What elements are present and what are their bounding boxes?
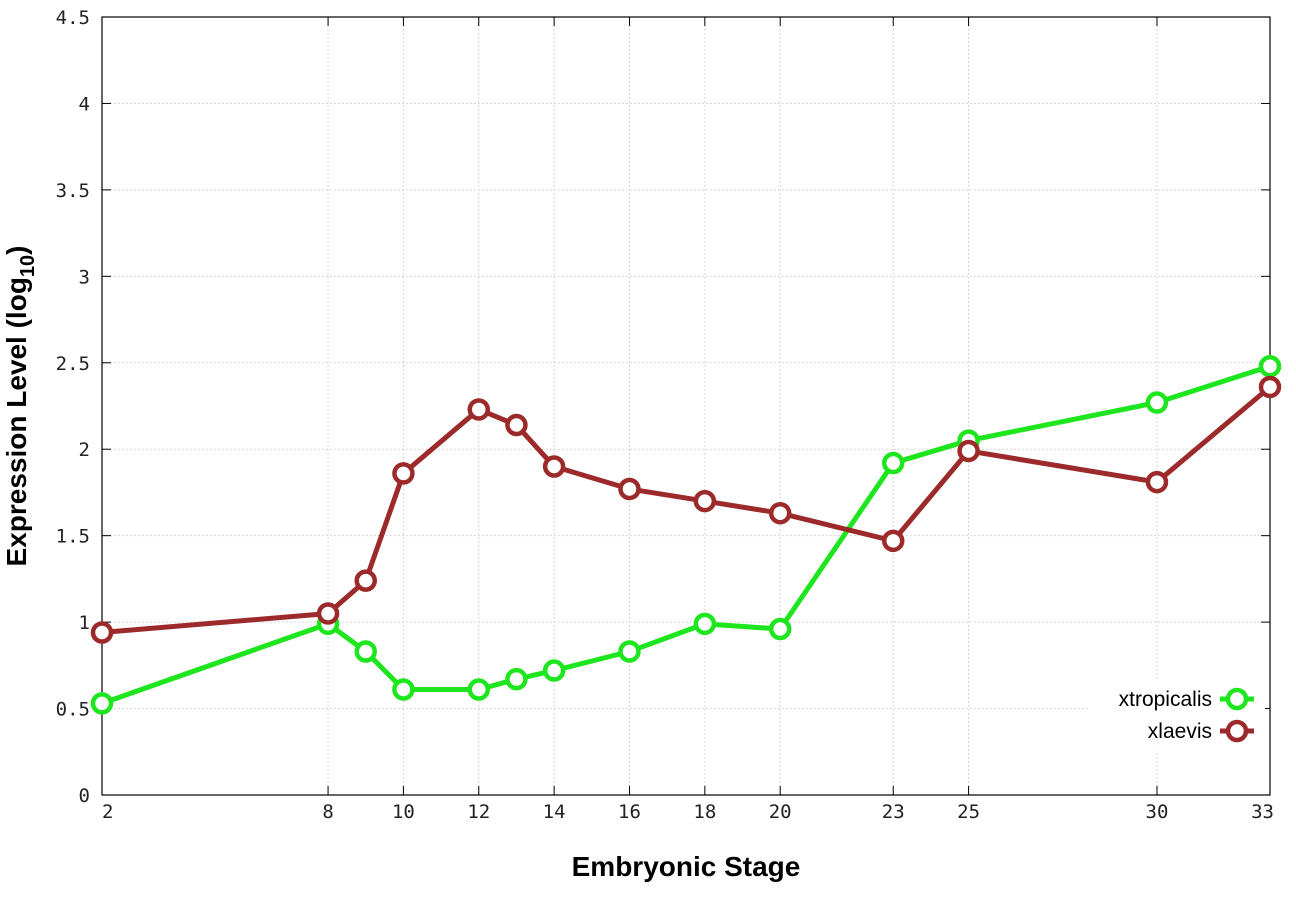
- y-tick-label: 1.5: [56, 526, 90, 548]
- y-tick-label: 0.5: [56, 699, 90, 721]
- data-point-xlaevis: [354, 569, 377, 592]
- data-point-xlaevis: [90, 621, 114, 644]
- series-lines: [90, 354, 1282, 715]
- y-tick-label: 0: [79, 785, 90, 807]
- data-point-xlaevis: [881, 529, 905, 553]
- data-point-xtropicalis: [90, 692, 114, 715]
- data-point-xtropicalis: [354, 640, 377, 663]
- grid: [102, 17, 1270, 795]
- data-point-xlaevis: [768, 501, 792, 525]
- data-point-xlaevis: [957, 439, 980, 463]
- data-point-xtropicalis: [881, 451, 905, 475]
- y-tick-label: 3: [79, 266, 90, 288]
- series-line-xtropicalis: [101, 363, 1271, 706]
- x-tick-label: 16: [618, 801, 641, 823]
- y-tick-label: 2: [79, 439, 90, 461]
- legend-swatch-marker: [1225, 687, 1249, 711]
- series-xlaevis: [90, 375, 1282, 644]
- y-tick-label: 1: [79, 612, 90, 634]
- data-point-xtropicalis: [618, 640, 641, 663]
- y-tick-label: 4.5: [56, 7, 90, 29]
- y-axis-title: Expression Level (log10): [1, 246, 39, 567]
- x-tick-label: 14: [543, 801, 566, 823]
- series-line-xlaevis: [101, 385, 1272, 635]
- x-tick-label: 2: [102, 801, 113, 823]
- y-tick-label: 2.5: [56, 353, 90, 375]
- axis-ticks: 2 8 10 12 14 16 18 20 23 25 30 33 0 0.5 1 1.5 2 2.5 3 3.5 4 4…: [56, 7, 1274, 823]
- x-tick-label: 10: [392, 801, 415, 823]
- data-point-xtropicalis: [505, 667, 528, 691]
- data-point-xlaevis: [392, 462, 415, 485]
- data-point-xlaevis: [467, 398, 491, 421]
- x-tick-label: 23: [882, 801, 905, 823]
- y-axis-title-main: Expression Level (log: [1, 277, 32, 566]
- x-axis-title: Embryonic Stage: [572, 851, 801, 882]
- data-point-xtropicalis: [542, 659, 566, 682]
- data-point-xlaevis: [1145, 470, 1169, 494]
- x-tick-label: 18: [693, 801, 716, 823]
- data-point-xlaevis: [505, 413, 528, 437]
- y-tick-label: 3.5: [56, 180, 90, 202]
- data-point-xtropicalis: [693, 612, 717, 636]
- series-xtropicalis: [90, 354, 1282, 715]
- x-tick-label: 30: [1146, 801, 1169, 823]
- data-point-xlaevis: [542, 455, 566, 478]
- x-tick-label: 33: [1251, 801, 1274, 823]
- legend-item-xlaevis: xlaevis: [1148, 719, 1254, 743]
- data-point-xlaevis: [1258, 375, 1282, 399]
- plot-frame: [101, 16, 1271, 796]
- legend-swatch-marker: [1225, 719, 1249, 743]
- data-point-xlaevis: [618, 477, 641, 501]
- data-point-xtropicalis: [392, 678, 415, 701]
- x-tick-label: 8: [322, 801, 333, 823]
- x-tick-label: 20: [769, 801, 792, 823]
- legend-item-xtropicalis: xtropicalis: [1119, 687, 1254, 711]
- y-axis-title-close: ): [1, 246, 32, 255]
- y-tick-label: 4: [79, 93, 90, 115]
- data-point-xtropicalis: [1258, 354, 1282, 378]
- x-tick-label: 25: [957, 801, 980, 823]
- data-point-xtropicalis: [768, 617, 792, 641]
- data-point-xtropicalis: [1145, 391, 1169, 414]
- legend-label: xlaevis: [1148, 720, 1212, 743]
- data-point-xlaevis: [693, 489, 717, 513]
- legend: xtropicalis xlaevis: [1090, 680, 1265, 750]
- legend-label: xtropicalis: [1119, 688, 1212, 711]
- x-tick-label: 12: [467, 801, 490, 823]
- y-axis-title-subscript: 10: [17, 255, 39, 277]
- data-point-xlaevis: [316, 602, 340, 625]
- data-point-xtropicalis: [467, 678, 491, 701]
